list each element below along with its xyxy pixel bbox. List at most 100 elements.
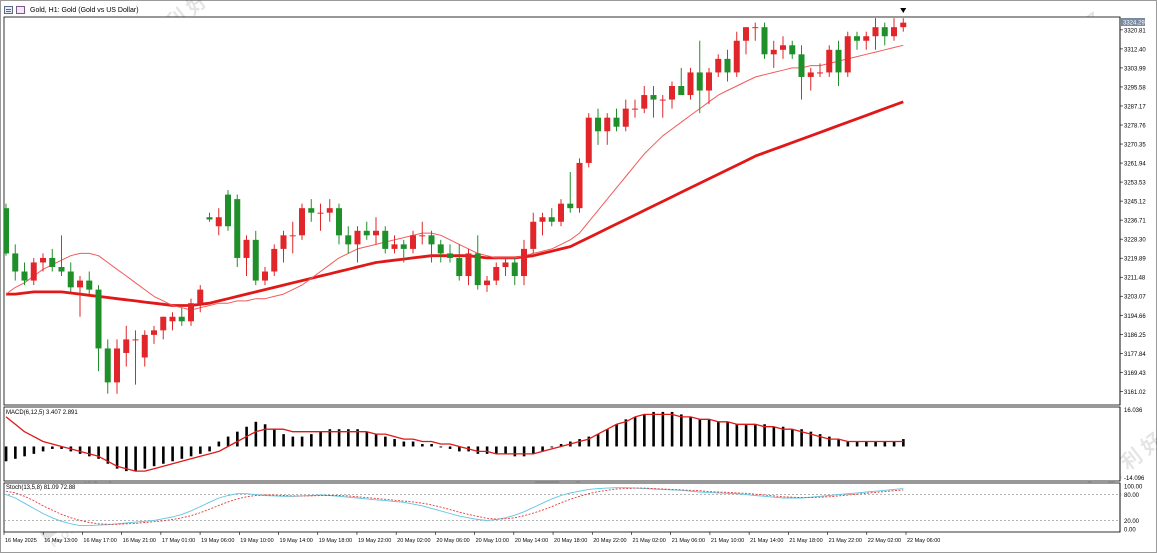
candle[interactable]	[863, 31, 870, 50]
candle[interactable]	[650, 86, 657, 118]
stoch-panel[interactable]: Stoch(13,5,8) 81.09 72.88 100.00 80.00 20.0…	[3, 482, 1143, 534]
candle[interactable]	[437, 239, 444, 263]
candle[interactable]	[308, 199, 315, 222]
candle[interactable]	[881, 22, 888, 46]
candle[interactable]	[576, 158, 583, 213]
candle[interactable]	[160, 316, 167, 340]
candle[interactable]	[474, 235, 481, 290]
candle[interactable]	[123, 325, 130, 367]
candle[interactable]	[678, 67, 685, 96]
candle[interactable]	[447, 244, 453, 263]
candle[interactable]	[280, 230, 287, 263]
candle[interactable]	[733, 31, 740, 77]
candle[interactable]	[595, 108, 601, 145]
candle[interactable]	[419, 221, 426, 245]
candle[interactable]	[743, 27, 749, 55]
candle[interactable]	[465, 248, 472, 286]
candle[interactable]	[215, 208, 222, 236]
candle[interactable]	[178, 307, 185, 326]
candle[interactable]	[844, 31, 851, 77]
candle[interactable]	[67, 262, 74, 292]
chart-type-icon[interactable]	[16, 6, 25, 14]
candle[interactable]	[86, 271, 93, 295]
candle[interactable]	[373, 217, 379, 245]
candle[interactable]	[511, 257, 518, 286]
candle[interactable]	[345, 226, 352, 254]
candle[interactable]	[770, 40, 777, 68]
candle[interactable]	[826, 45, 833, 77]
candle[interactable]	[780, 36, 786, 59]
candle[interactable]	[336, 203, 342, 245]
candle[interactable]	[141, 330, 148, 367]
candle[interactable]	[326, 199, 333, 222]
candle[interactable]	[798, 45, 805, 100]
candle[interactable]	[706, 67, 712, 105]
candle[interactable]	[49, 248, 56, 272]
candle[interactable]	[539, 212, 546, 236]
candle[interactable]	[530, 212, 537, 254]
candle[interactable]	[391, 235, 398, 254]
candle[interactable]	[169, 312, 176, 331]
candle[interactable]	[95, 285, 102, 372]
candle[interactable]	[807, 67, 814, 91]
candle[interactable]	[632, 99, 638, 118]
candle[interactable]	[271, 244, 278, 277]
candle[interactable]	[21, 262, 28, 286]
candle[interactable]	[891, 18, 897, 41]
candle[interactable]	[262, 266, 268, 286]
candle[interactable]	[604, 113, 611, 145]
candle[interactable]	[835, 40, 842, 87]
candle[interactable]	[696, 40, 703, 114]
candle[interactable]	[613, 108, 620, 132]
candle[interactable]	[104, 339, 111, 394]
candle[interactable]	[197, 285, 204, 313]
candle[interactable]	[502, 257, 509, 277]
candle[interactable]	[77, 276, 83, 317]
candle[interactable]	[669, 81, 675, 109]
candle[interactable]	[188, 298, 194, 326]
candle[interactable]	[854, 31, 860, 50]
candle[interactable]	[521, 239, 527, 286]
candle[interactable]	[114, 339, 120, 394]
candle[interactable]	[456, 244, 463, 281]
candle[interactable]	[400, 239, 407, 263]
candle[interactable]	[900, 18, 907, 32]
candle[interactable]	[12, 244, 19, 281]
candle[interactable]	[659, 95, 666, 118]
candle[interactable]	[299, 203, 305, 240]
candle[interactable]	[687, 67, 694, 100]
candle[interactable]	[289, 221, 296, 254]
macd-panel[interactable]: MACD(6,12,5) 3.407 2.891 16.036 -14.096	[3, 406, 1145, 482]
candle[interactable]	[40, 253, 46, 272]
candle[interactable]	[252, 230, 259, 286]
candle[interactable]	[715, 54, 722, 77]
chart-menu-icon[interactable]	[4, 6, 13, 14]
candle[interactable]	[567, 171, 574, 213]
candle[interactable]	[317, 203, 324, 231]
candle[interactable]	[30, 257, 37, 286]
candle[interactable]	[872, 18, 879, 50]
candle[interactable]	[151, 325, 157, 344]
candle[interactable]	[484, 276, 490, 292]
candle[interactable]	[622, 99, 629, 132]
candle[interactable]	[428, 230, 435, 263]
candle[interactable]	[363, 221, 370, 240]
candle[interactable]	[558, 199, 564, 227]
candle[interactable]	[724, 49, 731, 82]
candle[interactable]	[761, 22, 768, 59]
candle[interactable]	[3, 203, 9, 256]
candle[interactable]	[817, 63, 823, 77]
candle[interactable]	[234, 194, 241, 267]
candle[interactable]	[789, 40, 796, 59]
candle[interactable]	[354, 226, 361, 263]
candle[interactable]	[382, 226, 389, 254]
candle[interactable]	[641, 86, 648, 114]
candle[interactable]	[752, 22, 759, 41]
candle[interactable]	[206, 212, 213, 222]
candle[interactable]	[585, 113, 592, 168]
candle[interactable]	[493, 262, 500, 286]
price-panel[interactable]: 3320.81 3312.40 3303.99 3295.58 3287.17 3278.…	[3, 8, 1146, 406]
candle[interactable]	[132, 330, 139, 385]
candle[interactable]	[225, 190, 231, 231]
candle[interactable]	[410, 230, 416, 254]
